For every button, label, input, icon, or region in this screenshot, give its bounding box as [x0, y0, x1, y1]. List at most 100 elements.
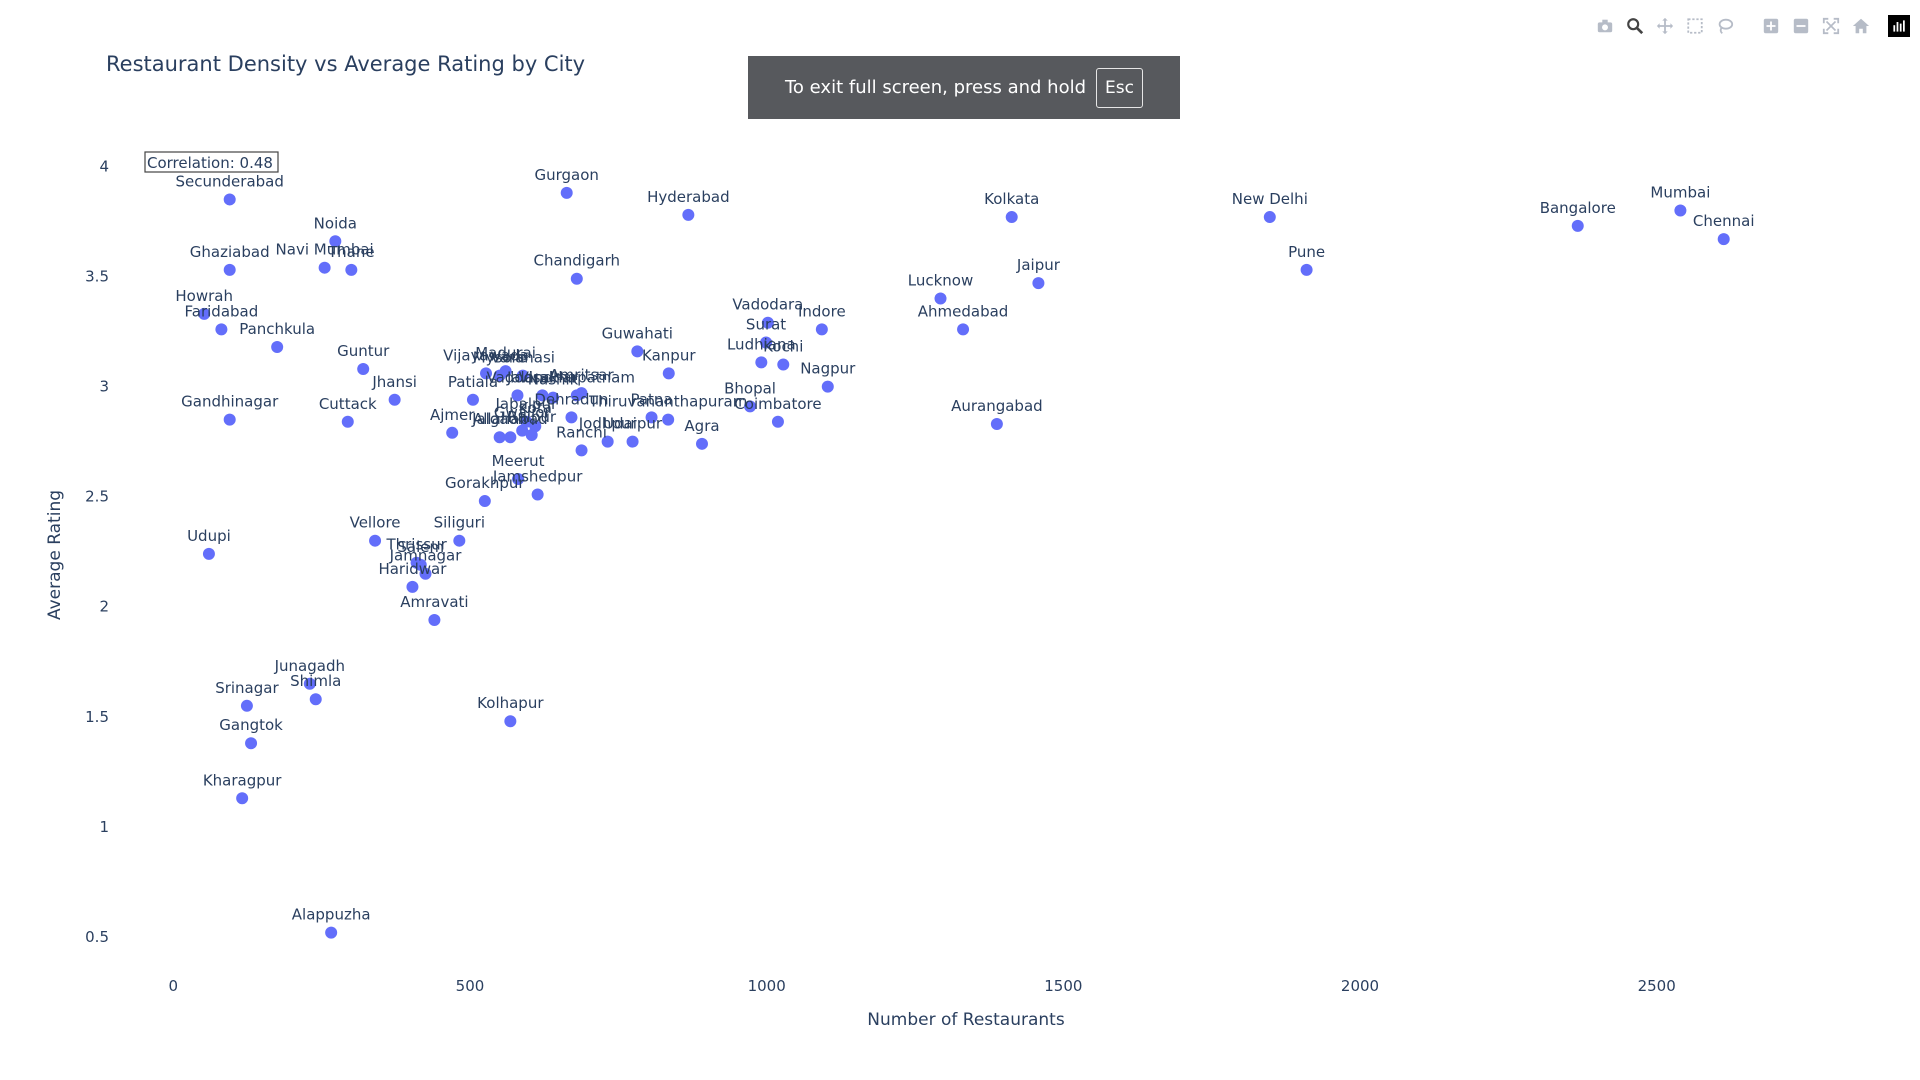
data-point[interactable]	[744, 400, 757, 413]
data-point[interactable]	[493, 431, 506, 444]
data-point[interactable]	[645, 411, 658, 424]
data-point[interactable]	[223, 263, 236, 276]
data-point[interactable]	[357, 362, 370, 375]
data-point[interactable]	[446, 426, 459, 439]
data-point[interactable]	[511, 389, 524, 402]
data-point[interactable]	[512, 473, 525, 486]
y-tick-label: 2	[99, 598, 109, 616]
pan-icon[interactable]	[1652, 13, 1678, 39]
data-point[interactable]	[325, 926, 338, 939]
data-point[interactable]	[369, 534, 382, 547]
point-label: Jalgaon	[471, 410, 527, 428]
data-point[interactable]	[1005, 211, 1018, 224]
zoom-out-icon[interactable]	[1788, 13, 1814, 39]
data-point[interactable]	[662, 367, 675, 380]
data-point[interactable]	[957, 323, 970, 336]
data-point[interactable]	[531, 488, 544, 501]
data-point[interactable]	[215, 323, 228, 336]
zoom-in-icon[interactable]	[1758, 13, 1784, 39]
data-point[interactable]	[536, 389, 549, 402]
data-point[interactable]	[202, 547, 215, 560]
scatter-points	[198, 186, 1730, 939]
data-point[interactable]	[198, 307, 211, 320]
data-point[interactable]	[271, 340, 284, 353]
data-point[interactable]	[760, 336, 773, 349]
data-point[interactable]	[695, 437, 708, 450]
lasso-select-icon[interactable]	[1712, 13, 1738, 39]
data-point[interactable]	[1571, 219, 1584, 232]
point-label: Amritsar	[549, 366, 614, 384]
data-point[interactable]	[303, 677, 316, 690]
data-point[interactable]	[493, 369, 506, 382]
data-point[interactable]	[309, 693, 322, 706]
data-point[interactable]	[504, 431, 517, 444]
data-point[interactable]	[428, 613, 441, 626]
point-label: Salem	[397, 538, 444, 556]
box-select-icon[interactable]	[1682, 13, 1708, 39]
point-label: Vijayawada	[443, 346, 529, 364]
data-point[interactable]	[570, 272, 583, 285]
data-point[interactable]	[341, 415, 354, 428]
data-point[interactable]	[453, 534, 466, 547]
data-point[interactable]	[223, 193, 236, 206]
data-point[interactable]	[240, 699, 253, 712]
data-point[interactable]	[815, 323, 828, 336]
data-point[interactable]	[318, 261, 331, 274]
data-point[interactable]	[419, 567, 432, 580]
data-point[interactable]	[662, 413, 675, 426]
point-label: New Delhi	[1232, 190, 1308, 208]
data-point[interactable]	[329, 235, 342, 248]
point-label: Kanpur	[642, 346, 696, 364]
data-point[interactable]	[466, 393, 479, 406]
data-point[interactable]	[388, 393, 401, 406]
data-point[interactable]	[410, 556, 423, 569]
point-label: Ghaziabad	[190, 243, 270, 261]
data-point[interactable]	[525, 429, 538, 442]
data-point[interactable]	[682, 208, 695, 221]
data-point[interactable]	[504, 715, 517, 728]
data-point[interactable]	[1674, 204, 1687, 217]
data-point[interactable]	[575, 444, 588, 457]
data-point[interactable]	[565, 411, 578, 424]
data-point[interactable]	[236, 792, 249, 805]
data-point[interactable]	[771, 415, 784, 428]
data-point[interactable]	[755, 356, 768, 369]
data-point[interactable]	[821, 380, 834, 393]
data-point[interactable]	[601, 435, 614, 448]
point-label: Pune	[1288, 243, 1325, 261]
zoom-icon[interactable]	[1622, 13, 1648, 39]
point-label: Dehradun	[534, 390, 608, 408]
data-point[interactable]	[1263, 211, 1276, 224]
data-point[interactable]	[223, 413, 236, 426]
data-point[interactable]	[1300, 263, 1313, 276]
data-point[interactable]	[990, 418, 1003, 431]
data-point[interactable]	[547, 391, 560, 404]
autoscale-icon[interactable]	[1818, 13, 1844, 39]
data-point[interactable]	[1032, 277, 1045, 290]
data-point[interactable]	[631, 345, 644, 358]
data-point[interactable]	[570, 389, 583, 402]
point-label: Panchkula	[239, 320, 315, 338]
data-point[interactable]	[934, 292, 947, 305]
data-point[interactable]	[761, 316, 774, 329]
camera-icon[interactable]	[1592, 13, 1618, 39]
data-point[interactable]	[516, 424, 529, 437]
data-point[interactable]	[560, 186, 573, 199]
data-point[interactable]	[480, 367, 493, 380]
y-axis-ticks: 0.5 1 1.5 2 2.5 3 3.5 4	[85, 157, 109, 946]
data-point[interactable]	[1717, 233, 1730, 246]
data-point[interactable]	[777, 358, 790, 371]
data-point[interactable]	[626, 435, 639, 448]
data-point[interactable]	[516, 369, 529, 382]
y-tick-label: 3	[99, 378, 109, 396]
point-label: Jalandhar	[506, 368, 579, 386]
data-point[interactable]	[245, 737, 258, 750]
reset-axes-icon[interactable]	[1848, 13, 1874, 39]
data-point[interactable]	[406, 580, 419, 593]
point-label: Guwahati	[602, 324, 673, 342]
point-label: Mysore	[473, 349, 527, 367]
plotly-logo-icon[interactable]	[1888, 15, 1910, 37]
data-point[interactable]	[345, 263, 358, 276]
data-point[interactable]	[478, 495, 491, 508]
